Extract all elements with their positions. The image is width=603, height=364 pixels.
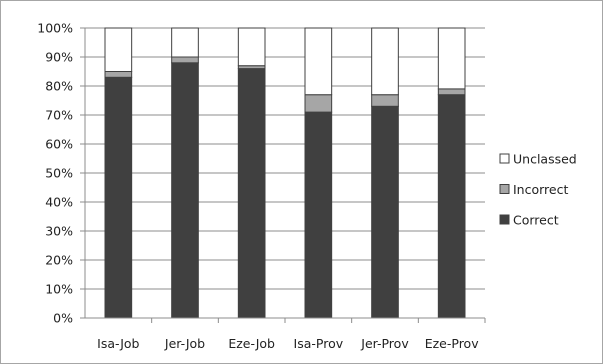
bar-segment-unclassed	[371, 27, 399, 96]
bar-segment-correct	[437, 94, 466, 319]
y-tick-label: 80%	[45, 79, 73, 94]
bar-segment-correct	[371, 105, 399, 319]
bar-segment-unclassed	[171, 27, 199, 58]
legend-swatch-unclassed	[499, 153, 510, 164]
legend-label-correct: Correct	[513, 213, 559, 228]
legend-label-unclassed: Unclassed	[513, 152, 577, 167]
legend-swatch-incorrect	[499, 184, 510, 194]
bar-segment-correct	[237, 68, 266, 319]
x-category-label: Isa-Prov	[294, 336, 344, 351]
bars	[104, 27, 466, 319]
y-tick-label: 30%	[45, 224, 73, 239]
bar-segment-unclassed	[304, 27, 333, 96]
x-category-label: Jer-Prov	[360, 336, 409, 351]
y-tick-label: 70%	[45, 108, 73, 123]
y-tick-label: 0%	[53, 311, 73, 326]
bar-segment-incorrect	[171, 56, 199, 64]
bar-segment-incorrect	[371, 94, 399, 107]
bar-segment-unclassed	[237, 27, 266, 67]
bar-segment-incorrect	[437, 88, 466, 96]
bar-segment-correct	[304, 111, 333, 319]
bar-segment-correct	[171, 62, 199, 319]
bar-segment-unclassed	[437, 27, 466, 90]
legend-label-incorrect: Incorrect	[513, 182, 568, 197]
x-category-label: Eze-Job	[228, 336, 275, 351]
x-category-label: Eze-Prov	[425, 336, 479, 351]
y-tick-label: 90%	[45, 50, 73, 65]
axes	[80, 27, 486, 323]
legend: Unclassed Incorrect Correct	[499, 152, 577, 228]
x-category-label: Jer-Job	[164, 336, 205, 351]
y-tick-label: 10%	[45, 282, 73, 297]
y-tick-label: 50%	[45, 166, 73, 181]
y-tick-label: 60%	[45, 137, 73, 152]
y-tick-label: 40%	[45, 195, 73, 210]
bar-segment-unclassed	[104, 27, 133, 72]
legend-swatch-correct	[499, 214, 510, 225]
x-category-labels: Isa-Job Jer-Job Eze-Job Isa-Prov Jer-Prov Eze…	[97, 336, 479, 351]
gridlines	[85, 27, 485, 290]
y-tick-labels: 0% 10% 20% 30% 40% 50% 60% 70% 80% 90% 100%	[37, 21, 73, 326]
y-tick-label: 20%	[45, 253, 73, 268]
x-category-label: Isa-Job	[97, 336, 139, 351]
bar-segment-incorrect	[304, 94, 333, 113]
bar-segment-incorrect	[104, 71, 133, 78]
bar-segment-correct	[104, 76, 133, 319]
y-tick-label: 100%	[37, 21, 73, 36]
